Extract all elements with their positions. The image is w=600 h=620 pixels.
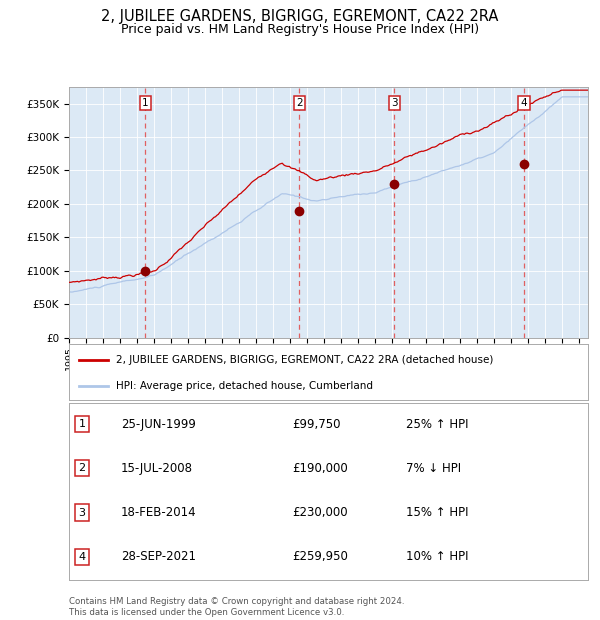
Text: 10% ↑ HPI: 10% ↑ HPI (406, 550, 469, 563)
Text: 4: 4 (521, 98, 527, 108)
Text: 25% ↑ HPI: 25% ↑ HPI (406, 418, 469, 431)
Text: HPI: Average price, detached house, Cumberland: HPI: Average price, detached house, Cumb… (116, 381, 373, 391)
Text: Price paid vs. HM Land Registry's House Price Index (HPI): Price paid vs. HM Land Registry's House … (121, 23, 479, 36)
Text: 18-FEB-2014: 18-FEB-2014 (121, 506, 197, 519)
Text: Contains HM Land Registry data © Crown copyright and database right 2024.
This d: Contains HM Land Registry data © Crown c… (69, 598, 404, 617)
Text: 4: 4 (79, 552, 86, 562)
Text: £190,000: £190,000 (292, 462, 348, 475)
Text: £259,950: £259,950 (292, 550, 348, 563)
Text: 1: 1 (79, 419, 85, 429)
Text: 2, JUBILEE GARDENS, BIGRIGG, EGREMONT, CA22 2RA: 2, JUBILEE GARDENS, BIGRIGG, EGREMONT, C… (101, 9, 499, 24)
Text: 15-JUL-2008: 15-JUL-2008 (121, 462, 193, 475)
Text: 7% ↓ HPI: 7% ↓ HPI (406, 462, 461, 475)
Text: 2: 2 (296, 98, 303, 108)
Text: 3: 3 (79, 508, 85, 518)
Text: 25-JUN-1999: 25-JUN-1999 (121, 418, 196, 431)
Text: £230,000: £230,000 (292, 506, 348, 519)
Text: 3: 3 (391, 98, 398, 108)
Text: 2, JUBILEE GARDENS, BIGRIGG, EGREMONT, CA22 2RA (detached house): 2, JUBILEE GARDENS, BIGRIGG, EGREMONT, C… (116, 355, 493, 365)
Text: 2: 2 (79, 463, 86, 474)
Text: £99,750: £99,750 (292, 418, 341, 431)
Text: 15% ↑ HPI: 15% ↑ HPI (406, 506, 469, 519)
Text: 28-SEP-2021: 28-SEP-2021 (121, 550, 196, 563)
Text: 1: 1 (142, 98, 149, 108)
